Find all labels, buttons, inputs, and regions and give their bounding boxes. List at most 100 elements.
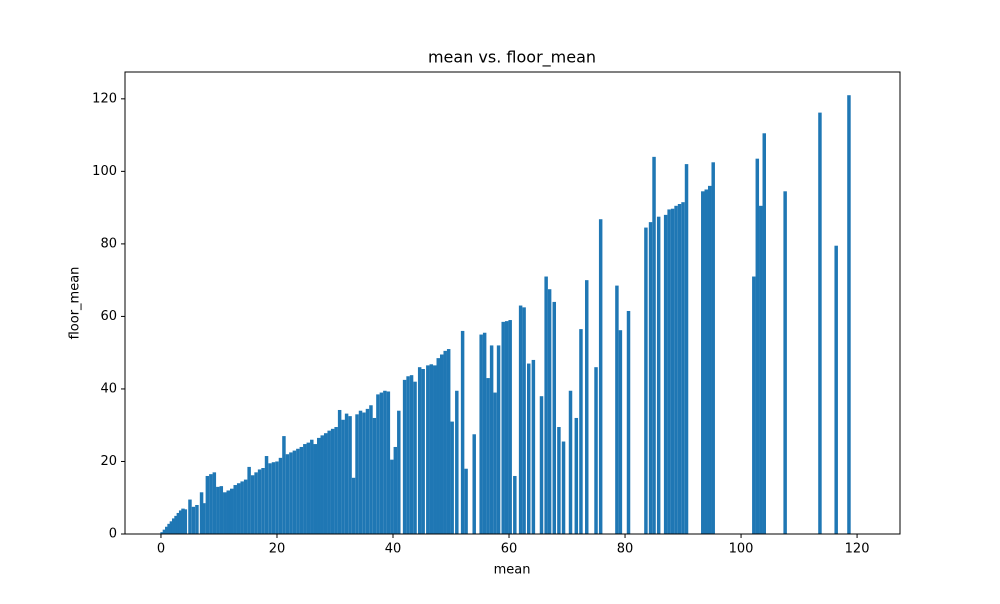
- bar: [397, 410, 401, 534]
- bar: [348, 416, 352, 534]
- bar: [707, 185, 712, 534]
- bar: [455, 390, 459, 534]
- bar: [684, 164, 689, 534]
- plot-frame: [124, 71, 901, 535]
- bar: [320, 435, 324, 534]
- bar: [648, 222, 653, 534]
- bar: [292, 450, 297, 534]
- bar: [362, 412, 366, 534]
- chart-title: mean vs. floor_mean: [428, 48, 596, 68]
- bar: [271, 462, 276, 534]
- bar: [755, 158, 760, 534]
- bar: [626, 310, 631, 534]
- bar: [383, 390, 387, 534]
- y-axis-label: floor_mean: [68, 267, 83, 340]
- bar: [393, 446, 398, 534]
- bar: [557, 427, 561, 534]
- x-tick-label: 120: [845, 542, 870, 557]
- bar: [406, 376, 410, 534]
- bar: [426, 365, 430, 534]
- bar: [229, 488, 234, 534]
- bar: [443, 350, 447, 534]
- y-tick-label: 120: [92, 91, 117, 106]
- bar: [762, 133, 766, 535]
- x-tick-label: 40: [385, 542, 402, 557]
- bar: [409, 375, 414, 534]
- y-tick-label: 40: [100, 381, 117, 396]
- bar: [574, 417, 579, 534]
- bar: [209, 474, 213, 534]
- bar: [167, 523, 171, 534]
- bar: [199, 492, 204, 534]
- bar: [344, 413, 349, 534]
- bar: [202, 503, 206, 534]
- bar: [615, 285, 619, 534]
- bar: [341, 419, 345, 534]
- bar: [323, 433, 328, 534]
- bar: [670, 208, 675, 534]
- bar: [264, 456, 269, 534]
- bar: [402, 379, 407, 534]
- y-tick-label: 100: [92, 164, 117, 179]
- bar: [178, 510, 183, 534]
- bar: [674, 205, 678, 535]
- bar: [369, 405, 373, 534]
- y-tick-label: 0: [109, 527, 117, 542]
- bar: [552, 301, 557, 534]
- x-axis-label: mean: [494, 563, 531, 578]
- bar: [212, 472, 217, 534]
- bar: [372, 417, 377, 534]
- bar: [579, 329, 583, 534]
- bar: [355, 414, 359, 534]
- bar: [677, 204, 682, 534]
- bar: [421, 369, 425, 534]
- bar: [195, 504, 199, 534]
- bar: [365, 408, 370, 534]
- bar: [310, 439, 314, 534]
- bar: [460, 330, 465, 534]
- bar: [188, 499, 192, 534]
- bar: [656, 216, 661, 534]
- bar: [464, 468, 468, 534]
- bar: [299, 446, 304, 534]
- bar: [527, 363, 531, 534]
- bar: [818, 112, 822, 534]
- bar: [701, 191, 705, 535]
- bar: [313, 444, 318, 534]
- bar: [479, 334, 483, 534]
- bar: [205, 475, 210, 534]
- bar: [644, 227, 648, 535]
- bar: [337, 409, 342, 534]
- bar: [568, 390, 573, 534]
- bar: [275, 461, 279, 534]
- bar: [544, 276, 548, 534]
- bar: [413, 381, 417, 534]
- bar: [160, 532, 164, 534]
- bar: [472, 434, 476, 534]
- bar: [289, 452, 293, 534]
- bar: [219, 486, 224, 534]
- bar: [489, 345, 494, 534]
- bar: [594, 367, 598, 534]
- bar: [226, 490, 230, 534]
- bar: [216, 486, 220, 534]
- bar: [429, 364, 434, 534]
- bar: [171, 518, 176, 534]
- bar: [652, 156, 656, 534]
- x-tick-label: 0: [157, 542, 165, 557]
- bar: [174, 515, 178, 534]
- bar: [169, 521, 174, 534]
- bar: [254, 472, 258, 534]
- bar: [704, 189, 708, 534]
- bar: [450, 421, 454, 534]
- bar: [433, 365, 437, 534]
- bar: [176, 512, 181, 534]
- bar: [547, 289, 552, 534]
- bar: [191, 506, 196, 534]
- bar: [268, 463, 272, 534]
- bar: [493, 392, 497, 534]
- bar: [351, 477, 356, 534]
- bar: [496, 345, 501, 534]
- bar: [358, 410, 363, 534]
- bar: [223, 492, 227, 534]
